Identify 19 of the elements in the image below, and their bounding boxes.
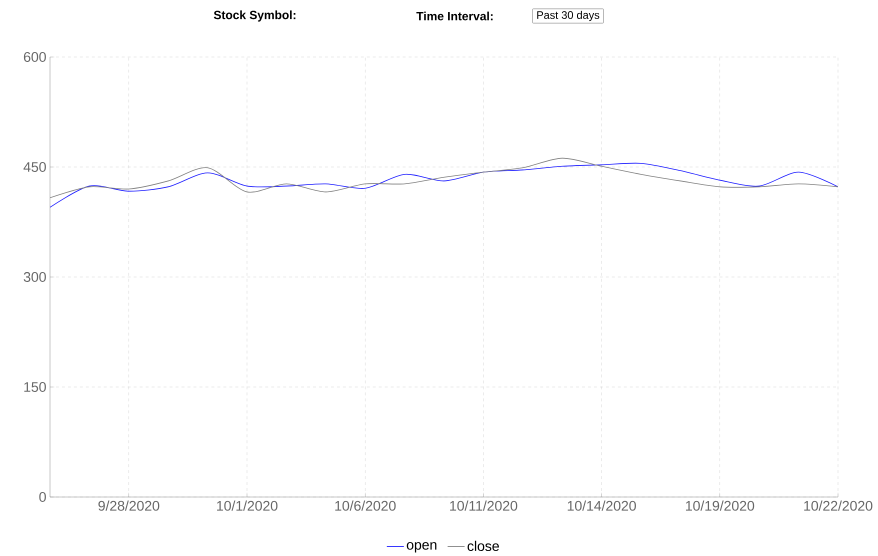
line-series — [50, 158, 838, 198]
x-tick-label: 10/14/2020 — [568, 500, 636, 511]
line-series — [50, 162, 838, 208]
text: Time Interval: — [416, 12, 493, 20]
y-tick-label: 0 — [39, 492, 46, 502]
text: Stock Symbol: — [214, 10, 296, 22]
x-tick-label: 10/6/2020 — [335, 500, 396, 511]
x-tick-label: 9/28/2020 — [98, 500, 160, 511]
y-tick-label: 150 — [24, 382, 46, 392]
y-tick-label: 300 — [24, 272, 46, 282]
legend-label: open — [406, 542, 436, 552]
x-tick-label: 10/1/2020 — [217, 500, 278, 511]
x-tick-label: 10/19/2020 — [686, 500, 754, 511]
y-tick-label: 600 — [24, 52, 46, 62]
x-tick-label: 10/11/2020 — [450, 500, 518, 511]
legend-label: close — [468, 540, 499, 552]
y-tick-label: 450 — [24, 162, 46, 172]
text: Past 30 days — [537, 10, 600, 22]
x-tick-label: 10/22/2020 — [804, 500, 872, 511]
